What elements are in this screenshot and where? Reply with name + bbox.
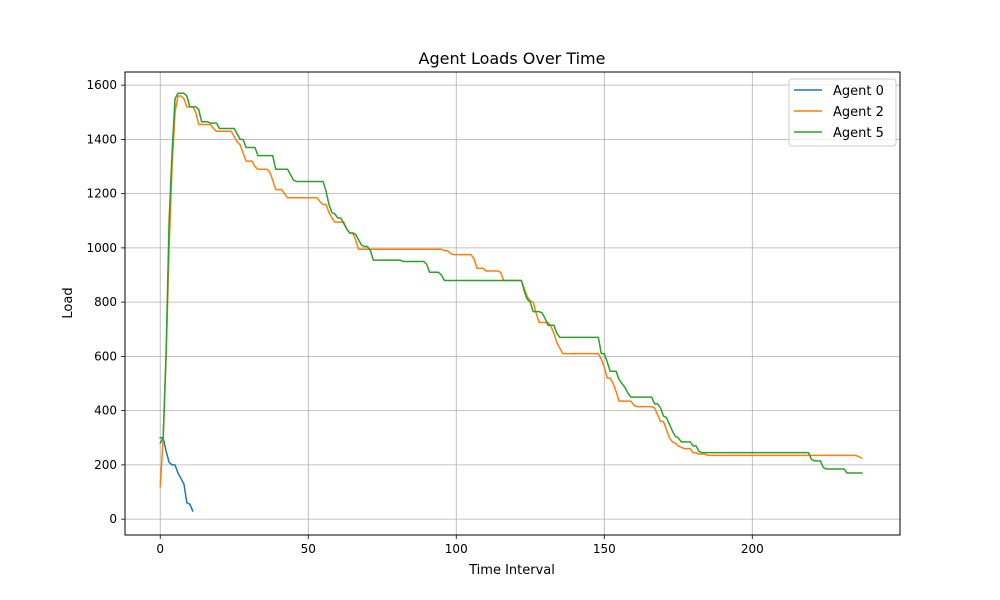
x-tick-label: 200 <box>741 542 764 556</box>
legend-label: Agent 0 <box>833 84 884 99</box>
y-tick-label: 1600 <box>86 78 117 92</box>
axis-ticks: 0 50 100 150 200 0 200 400 600 800 1000 1200 1400 160… <box>86 78 763 556</box>
legend: Agent 0 Agent 2 Agent 5 <box>788 78 897 147</box>
x-tick-label: 0 <box>156 542 164 556</box>
series-line-agent-0 <box>159 437 194 512</box>
legend-box <box>788 78 897 147</box>
x-tick-label: 100 <box>445 542 468 556</box>
series-line-agent-5 <box>159 92 863 474</box>
legend-label: Agent 5 <box>833 126 884 141</box>
x-axis-label: Time Interval <box>468 563 555 578</box>
series-line-agent-2 <box>159 95 863 488</box>
y-tick-label: 0 <box>109 512 117 526</box>
y-axis-label: Load <box>61 287 76 318</box>
x-tick-label: 50 <box>301 542 316 556</box>
y-tick-label: 1000 <box>86 241 117 255</box>
y-tick-label: 600 <box>94 349 117 363</box>
series-lines <box>159 92 863 512</box>
chart-title: Agent Loads Over Time <box>419 49 606 68</box>
y-tick-label: 200 <box>94 458 117 472</box>
y-tick-label: 1200 <box>86 187 117 201</box>
grid-lines <box>125 72 900 535</box>
x-tick-label: 150 <box>593 542 616 556</box>
y-tick-label: 800 <box>94 295 117 309</box>
y-tick-label: 1400 <box>86 132 117 146</box>
y-tick-label: 400 <box>94 404 117 418</box>
legend-label: Agent 2 <box>833 105 884 120</box>
axes-frame <box>124 71 901 536</box>
